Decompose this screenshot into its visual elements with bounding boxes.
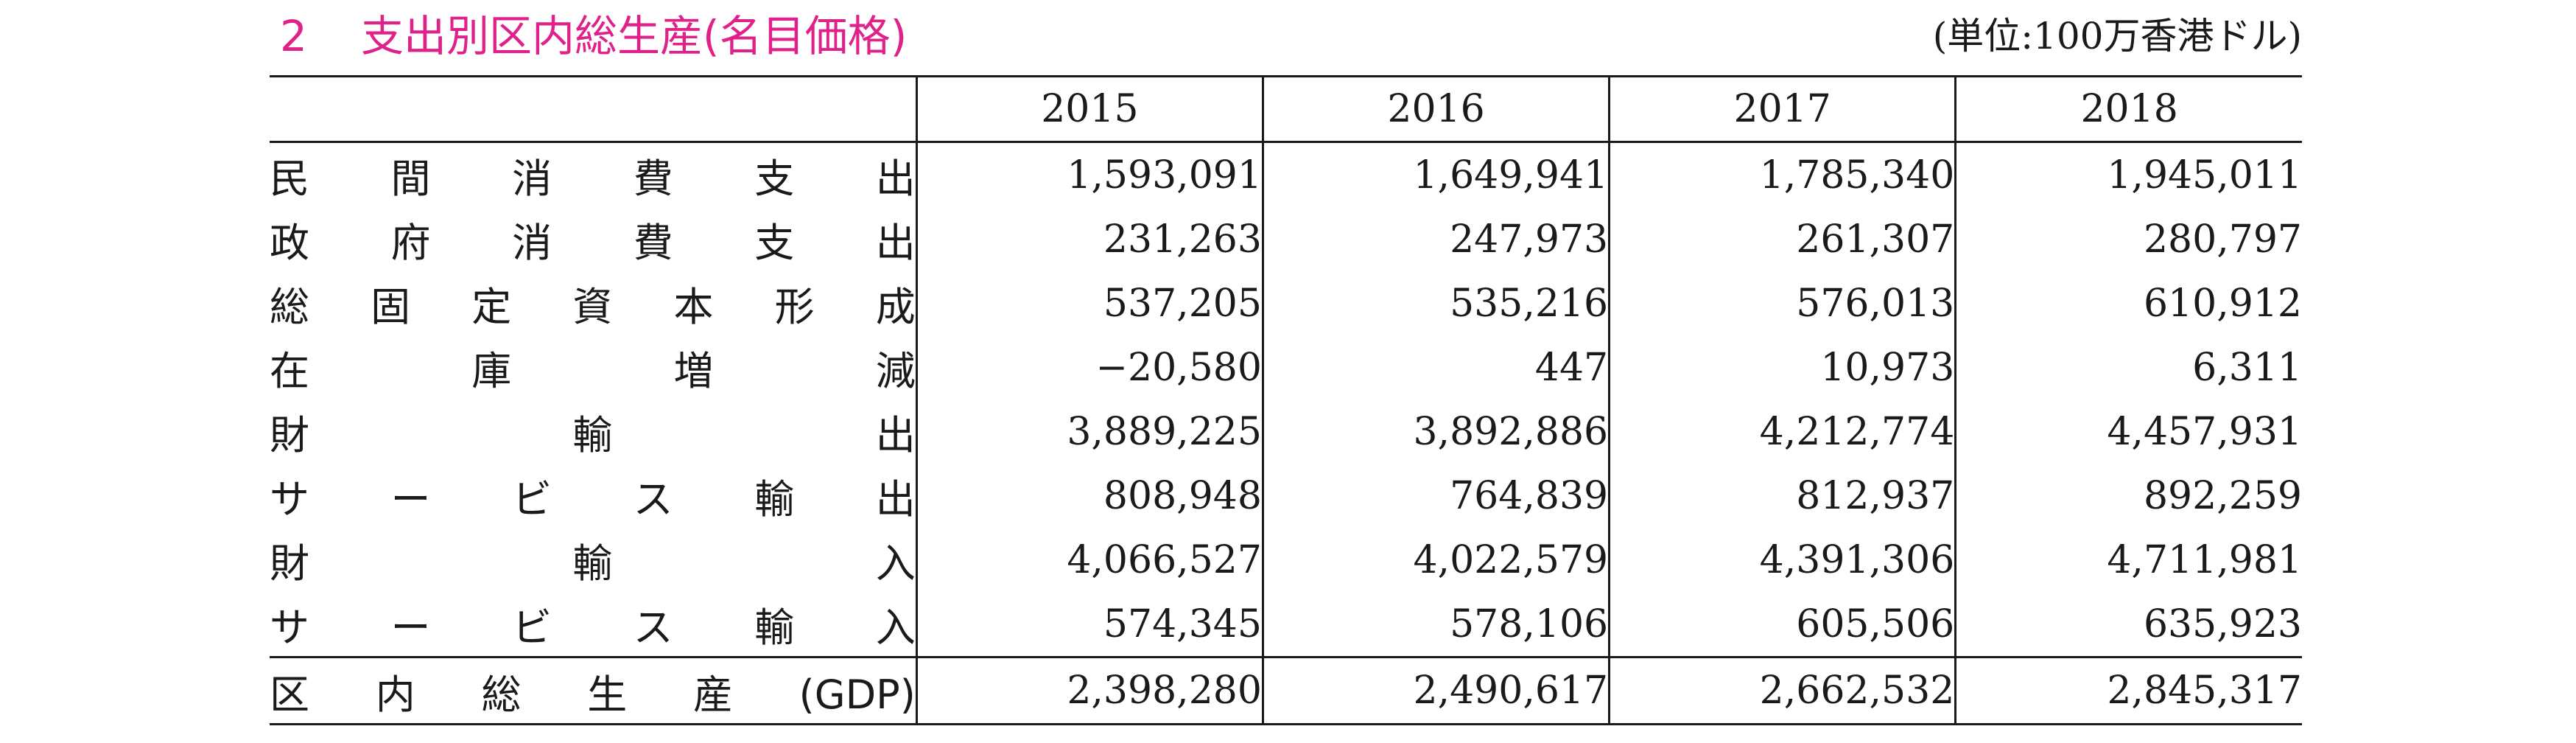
value-cell: 1,593,091: [915, 142, 1263, 207]
table-row: 政府消費支出 231,263 247,973 261,307 280,797: [270, 207, 2302, 271]
value-cell: 635,923: [1954, 592, 2302, 657]
table-row: サービス輸出 808,948 764,839 812,937 892,259: [270, 464, 2302, 528]
value-cell: 610,912: [1954, 271, 2302, 335]
header-year: 2016: [1261, 76, 1610, 142]
row-label: 政府消費支出: [270, 220, 916, 266]
value-cell: 576,013: [1608, 271, 1956, 335]
value-cell: 280,797: [1954, 207, 2302, 271]
total-value-cell: 2,662,532: [1608, 657, 1956, 725]
value-cell: 574,345: [915, 592, 1263, 657]
table-row: 財輸出 3,889,225 3,892,886 4,212,774 4,457,…: [270, 400, 2302, 464]
value-cell: 1,785,340: [1608, 142, 1956, 207]
value-cell: 6,311: [1954, 335, 2302, 400]
value-cell: 4,457,931: [1954, 400, 2302, 464]
table-row: 民間消費支出 1,593,091 1,649,941 1,785,340 1,9…: [270, 142, 2302, 207]
value-cell: 4,212,774: [1608, 400, 1956, 464]
header-year: 2018: [1954, 76, 2302, 142]
table-title: 2 支出別区内総生産(名目価格): [280, 3, 907, 69]
value-cell: 447: [1261, 335, 1610, 400]
header-row: 2015 2016 2017 2018: [270, 76, 2302, 142]
value-cell: 4,066,527: [915, 528, 1263, 592]
value-cell: 764,839: [1261, 464, 1610, 528]
header-year: 2015: [915, 76, 1263, 142]
row-label: サービス輸入: [270, 604, 916, 651]
table-number: 2: [280, 11, 307, 61]
unit-note: (単位:100万香港ドル): [1932, 15, 2302, 57]
header-year: 2017: [1608, 76, 1956, 142]
value-cell: 1,649,941: [1261, 142, 1610, 207]
row-label: 財輸入: [270, 540, 916, 587]
gdp-expenditure-table: 2015 2016 2017 2018 民間消費支出 1,593,091 1,6…: [270, 75, 2302, 725]
total-value-cell: 2,845,317: [1954, 657, 2302, 725]
table-row: サービス輸入 574,345 578,106 605,506 635,923: [270, 592, 2302, 657]
total-row: 区内総生産(GDP) 2,398,280 2,490,617 2,662,532…: [270, 657, 2302, 725]
table-row: 在庫増減 −20,580 447 10,973 6,311: [270, 335, 2302, 400]
total-label: 区内総生産(GDP): [270, 671, 916, 718]
value-cell: 535,216: [1261, 271, 1610, 335]
total-value-cell: 2,490,617: [1261, 657, 1610, 725]
value-cell: 812,937: [1608, 464, 1956, 528]
value-cell: 4,711,981: [1954, 528, 2302, 592]
value-cell: 261,307: [1608, 207, 1956, 271]
value-cell: 605,506: [1608, 592, 1956, 657]
table-row: 総固定資本形成 537,205 535,216 576,013 610,912: [270, 271, 2302, 335]
value-cell: 1,945,011: [1954, 142, 2302, 207]
table-row: 財輸入 4,066,527 4,022,579 4,391,306 4,711,…: [270, 528, 2302, 592]
row-label: 財輸出: [270, 412, 916, 458]
value-cell: −20,580: [915, 335, 1263, 400]
value-cell: 10,973: [1608, 335, 1956, 400]
value-cell: 3,889,225: [915, 400, 1263, 464]
value-cell: 808,948: [915, 464, 1263, 528]
value-cell: 537,205: [915, 271, 1263, 335]
value-cell: 4,391,306: [1608, 528, 1956, 592]
row-label: 総固定資本形成: [270, 284, 916, 330]
value-cell: 247,973: [1261, 207, 1610, 271]
value-cell: 892,259: [1954, 464, 2302, 528]
row-label: サービス輸出: [270, 476, 916, 523]
value-cell: 231,263: [915, 207, 1263, 271]
value-cell: 578,106: [1261, 592, 1610, 657]
row-label: 在庫増減: [270, 348, 916, 394]
header-label-cell: [270, 77, 916, 142]
total-value-cell: 2,398,280: [915, 657, 1263, 725]
row-label: 民間消費支出: [270, 156, 916, 202]
table-title-text: 支出別区内総生産(名目価格): [361, 11, 908, 61]
value-cell: 3,892,886: [1261, 400, 1610, 464]
value-cell: 4,022,579: [1261, 528, 1610, 592]
